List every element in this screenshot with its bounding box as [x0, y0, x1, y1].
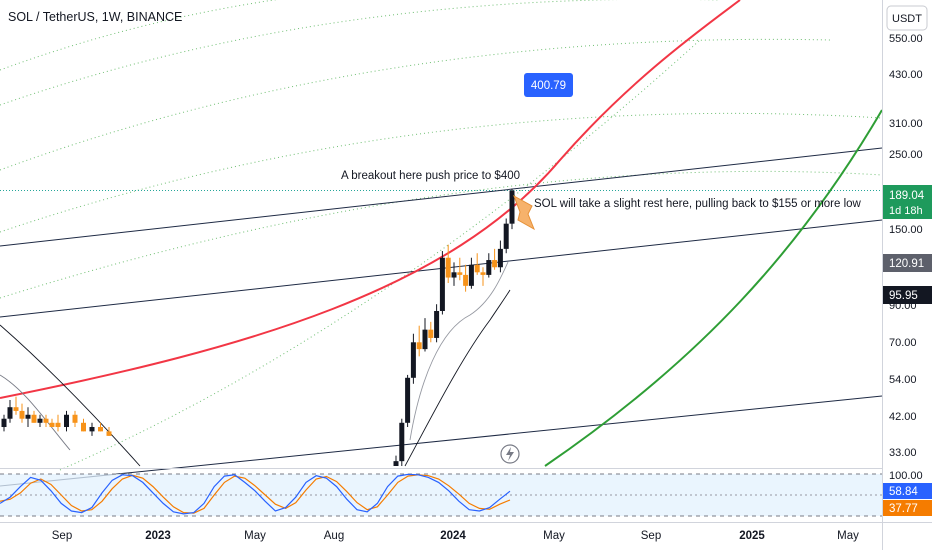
x-tick: Sep [641, 530, 661, 542]
candle-2024-body [509, 190, 515, 224]
x-tick: 2023 [145, 530, 171, 542]
fib-arc [0, 112, 883, 233]
candle-2024-body [405, 377, 411, 423]
candle-2022-body [13, 407, 19, 411]
fib-arc [0, 170, 883, 299]
candle-2024-body [474, 264, 480, 273]
y-tick: 550.00 [889, 33, 923, 45]
green-parabola [544, 109, 883, 467]
chart-title[interactable]: SOL / TetherUS, 1W, BINANCE [8, 10, 182, 24]
fib-arc [0, 38, 831, 171]
y-tick: 150.00 [889, 224, 923, 236]
candle-2024-body [492, 260, 498, 268]
candle-2024-body [468, 264, 474, 286]
candle-2024-body [439, 257, 445, 311]
stoch-d-value: 37.77 [889, 503, 918, 515]
stoch-d-badge[interactable]: 37.77 [883, 500, 932, 516]
candle-2022-body [19, 410, 25, 419]
stoch-tick: 100.00 [889, 470, 923, 482]
candle-2022b-body [64, 414, 69, 428]
x-tick: 2024 [440, 530, 466, 542]
currency-button[interactable]: USDT [886, 5, 928, 31]
candle-2022-body [1, 418, 7, 428]
candle-2024-body [463, 274, 469, 286]
y-tick: 310.00 [889, 118, 923, 130]
candle-2022b-body [98, 427, 103, 432]
stoch-rsi-lines [0, 473, 511, 515]
red-parabola [0, 0, 741, 399]
pullback-arrow[interactable] [513, 194, 535, 231]
ma-slow-2022 [0, 324, 141, 467]
price-label-black[interactable]: 95.95 [883, 286, 932, 304]
price-label-black-text: 95.95 [889, 290, 918, 302]
target-price-text: 400.79 [531, 80, 566, 92]
candle-2022b-body [81, 422, 86, 432]
y-tick: 42.00 [889, 411, 917, 423]
stoch-k-line [0, 473, 511, 515]
candle-2024-body [399, 422, 405, 462]
ma-slow-2024 [404, 289, 511, 467]
candle-2022b-body [72, 414, 78, 423]
candle-2022b-body [106, 431, 112, 436]
x-tick: Sep [52, 530, 72, 542]
fib-arc [0, 0, 720, 106]
last-price-text: 189.04 [889, 190, 925, 202]
candle-2024-body [434, 310, 440, 338]
fib-arcs [0, 0, 883, 471]
candle-2024-body [486, 260, 492, 275]
x-tick: 2025 [739, 530, 765, 542]
candle-2022-body [7, 407, 13, 419]
x-tick: May [244, 530, 266, 542]
candle-2024-body [457, 272, 463, 275]
x-tick: Aug [324, 530, 344, 542]
candle-2022-body [43, 418, 49, 423]
moving-averages [0, 261, 511, 467]
ma-fast-2022 [0, 374, 71, 451]
x-tick: May [837, 530, 859, 542]
trend-line [0, 395, 883, 487]
candle-2022b-body [55, 422, 61, 428]
candle-2022-body [31, 414, 37, 423]
candle-2022-body [25, 414, 31, 419]
candle-2024-body [410, 342, 416, 378]
price-label-gray[interactable]: 120.91 [883, 254, 932, 272]
candlesticks[interactable] [1, 188, 515, 466]
candle-2024-body [503, 223, 509, 249]
currency-label: USDT [892, 13, 922, 25]
candle-2024-body [416, 342, 422, 350]
parabolic-curves[interactable] [0, 0, 883, 467]
candle-2024-body [480, 272, 486, 275]
stoch-k-badge[interactable]: 58.84 [883, 483, 932, 499]
candle-2024-body [428, 329, 434, 338]
stoch-k-value: 58.84 [889, 486, 918, 498]
candle-2024-body [497, 248, 503, 268]
candle-2024-body [451, 272, 457, 278]
y-tick: 33.00 [889, 447, 917, 459]
y-tick: 250.00 [889, 149, 923, 161]
candle-2022b-body [89, 427, 95, 432]
last-price-badge[interactable]: 189.04 1d 18h [883, 185, 932, 219]
annotation-pullback[interactable]: SOL will take a slight rest here, pullin… [534, 198, 862, 210]
candle-2024-body [422, 329, 428, 350]
trend-line [0, 147, 883, 247]
y-tick: 54.00 [889, 374, 917, 386]
x-axis-ticks: Sep 2023 May Aug 2024 May Sep 2025 May [52, 530, 859, 542]
ma-fast-2024 [409, 261, 509, 441]
bar-countdown-text: 1d 18h [889, 205, 923, 217]
price-label-gray-text: 120.91 [889, 258, 924, 270]
candle-2024-body [393, 461, 399, 466]
candle-2024-body [445, 257, 451, 278]
x-tick: May [543, 530, 565, 542]
y-tick: 70.00 [889, 337, 917, 349]
y-tick: 430.00 [889, 69, 923, 81]
candle-2022-body [49, 422, 55, 428]
candle-2022-body [37, 418, 43, 423]
lightning-bolt-icon [506, 447, 514, 461]
target-price-badge[interactable] [524, 73, 573, 97]
annotation-breakout[interactable]: A breakout here push price to $400 [341, 170, 520, 182]
